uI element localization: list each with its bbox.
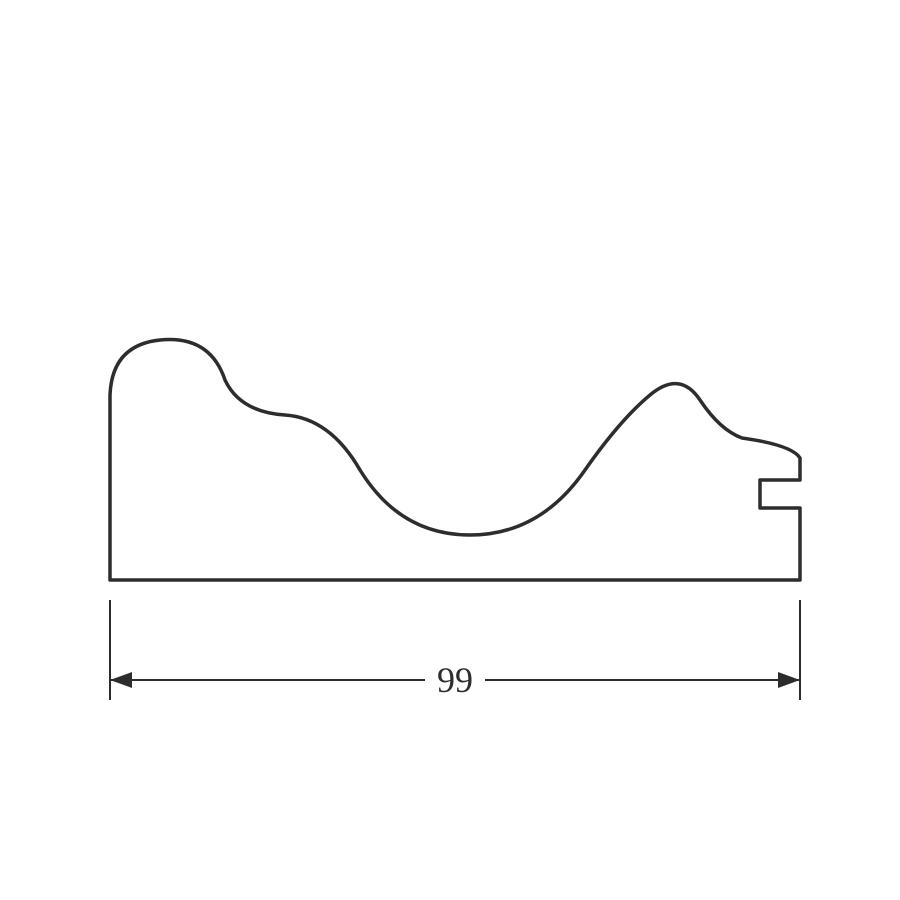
dimension-arrow-left	[110, 672, 132, 688]
diagram-stage: 99	[0, 0, 900, 900]
dimension-label: 99	[425, 662, 485, 698]
moulding-profile-outline	[110, 340, 800, 581]
diagram-svg	[0, 0, 900, 900]
dimension-arrow-right	[778, 672, 800, 688]
